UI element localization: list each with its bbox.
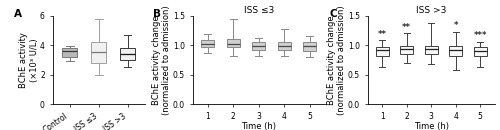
Text: **: ** — [402, 22, 411, 31]
Title: ISS >3: ISS >3 — [416, 6, 446, 15]
Y-axis label: BChE activity change
(normalized to admission): BChE activity change (normalized to admi… — [152, 5, 172, 115]
PathPatch shape — [226, 39, 240, 47]
PathPatch shape — [252, 42, 266, 50]
X-axis label: Time (h): Time (h) — [241, 122, 276, 130]
Text: ***: *** — [474, 31, 487, 40]
PathPatch shape — [474, 47, 486, 56]
PathPatch shape — [201, 40, 214, 47]
Text: B: B — [153, 9, 161, 19]
Text: C: C — [329, 9, 337, 19]
Text: **: ** — [378, 30, 386, 39]
PathPatch shape — [91, 42, 106, 63]
PathPatch shape — [62, 48, 78, 57]
PathPatch shape — [120, 48, 135, 60]
Y-axis label: BChE activity
(×10³ U/L): BChE activity (×10³ U/L) — [19, 32, 38, 88]
PathPatch shape — [400, 46, 413, 54]
Title: ISS ≤3: ISS ≤3 — [244, 6, 274, 15]
Y-axis label: BChE activity change
(normalized to admission): BChE activity change (normalized to admi… — [327, 5, 346, 115]
PathPatch shape — [450, 46, 462, 56]
PathPatch shape — [376, 47, 388, 56]
Text: A: A — [14, 9, 22, 19]
PathPatch shape — [425, 46, 438, 54]
X-axis label: Time (h): Time (h) — [414, 122, 449, 130]
Text: *: * — [454, 21, 458, 30]
PathPatch shape — [278, 42, 291, 50]
PathPatch shape — [303, 42, 316, 51]
